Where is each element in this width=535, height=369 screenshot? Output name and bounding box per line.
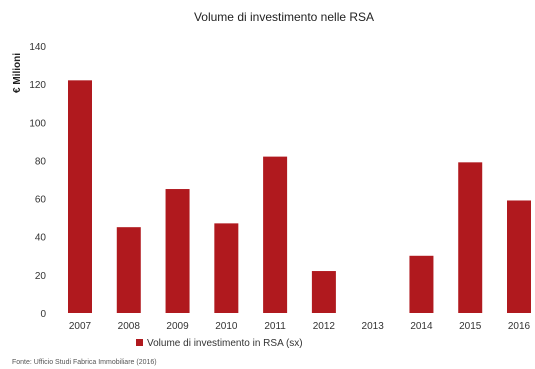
bar-2007 [68, 80, 92, 313]
y-tick-label: 80 [35, 156, 47, 167]
y-tick-label: 100 [29, 118, 46, 129]
y-tick-label: 40 [35, 233, 47, 244]
source-note: Fonte: Ufficio Studi Fabrica Immobiliare… [12, 359, 157, 366]
bar-2016 [507, 200, 531, 313]
x-tick-label: 2013 [362, 321, 385, 332]
bar-2012 [311, 271, 336, 313]
x-tick-label: 2014 [410, 321, 433, 332]
x-tick-label: 2016 [508, 321, 531, 332]
legend: Volume di investimento in RSA (sx) [136, 338, 303, 349]
x-tick-label: 2015 [459, 321, 482, 332]
legend-swatch [136, 339, 143, 346]
y-tick-label: 0 [40, 309, 46, 320]
x-axis-ticks: 2007 2008 2009 2010 2011 2012 2013 2014 2015 2016 [69, 321, 531, 332]
y-tick-label: 140 [29, 42, 46, 53]
chart-title: Volume di investimento nelle RSA [194, 10, 374, 24]
x-tick-label: 2008 [118, 321, 141, 332]
x-tick-label: 2010 [215, 321, 238, 332]
y-axis-ticks: 0 20 40 60 80 100 120 140 [29, 42, 46, 320]
bar-2011 [263, 156, 288, 313]
bar-2009 [165, 189, 190, 313]
x-tick-label: 2011 [264, 321, 286, 332]
x-tick-label: 2012 [313, 321, 336, 332]
bar-2008 [116, 227, 141, 313]
bars [68, 80, 531, 313]
y-tick-label: 120 [29, 80, 46, 91]
bar-2014 [409, 255, 434, 313]
y-tick-label: 20 [35, 271, 47, 282]
legend-label: Volume di investimento in RSA (sx) [147, 338, 303, 349]
bar-2010 [214, 223, 239, 313]
bar-2015 [458, 162, 483, 313]
y-tick-label: 60 [35, 195, 47, 206]
x-tick-label: 2009 [166, 321, 189, 332]
y-axis-label: € Milioni [12, 53, 23, 93]
x-tick-label: 2007 [69, 321, 92, 332]
